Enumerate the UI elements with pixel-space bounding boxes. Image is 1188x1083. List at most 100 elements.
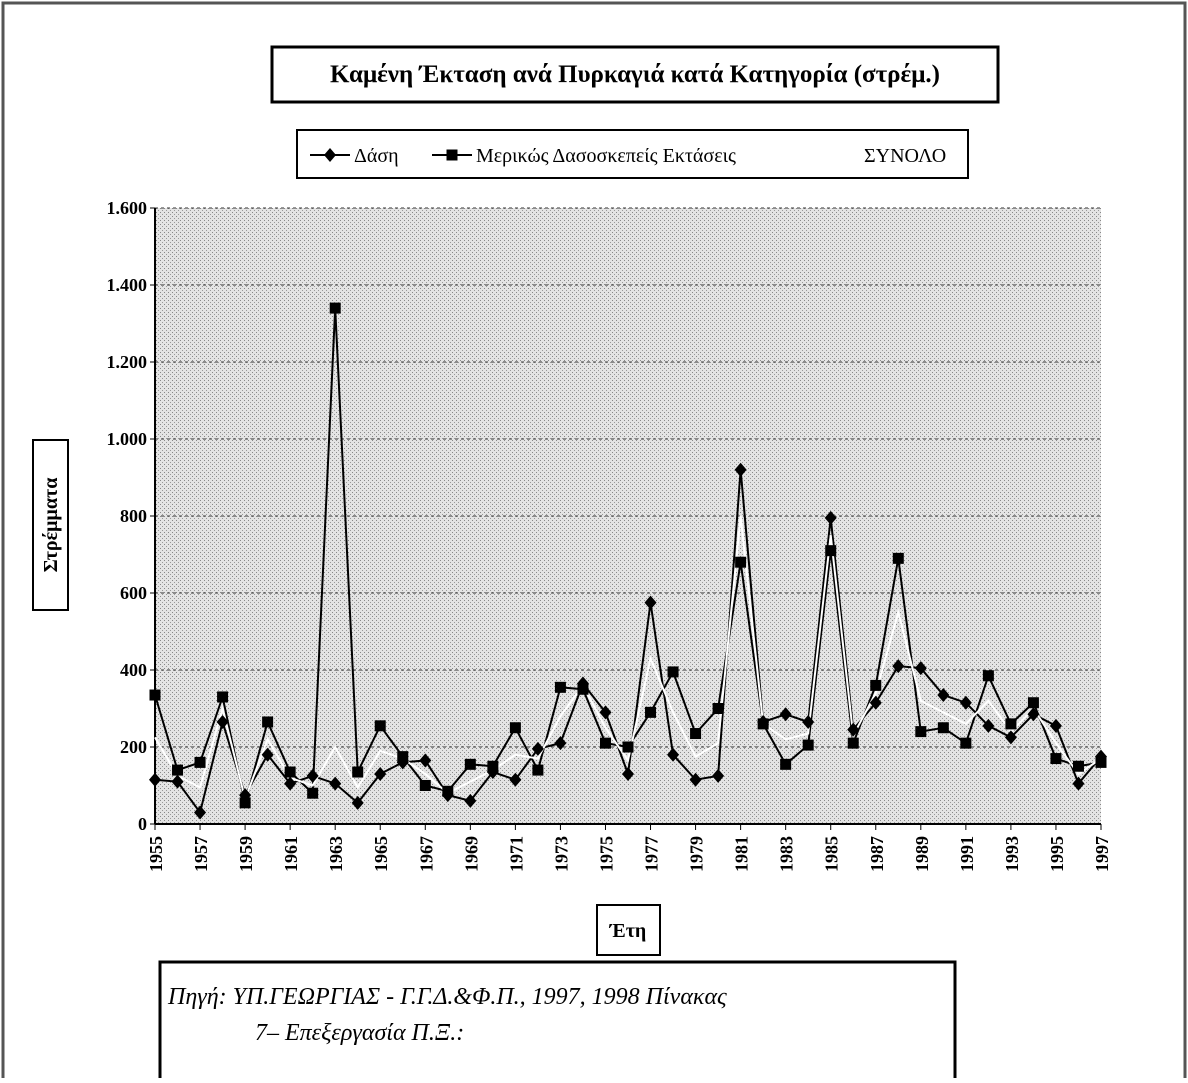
data-point (329, 776, 342, 791)
x-axis-label: Έτη (609, 920, 647, 942)
legend-marker (324, 148, 336, 162)
data-point (374, 720, 386, 732)
data-point (599, 705, 612, 720)
data-point (306, 768, 319, 783)
data-point (352, 766, 364, 778)
y-axis-label: Στρέμματα (40, 478, 62, 573)
data-point (1004, 730, 1017, 745)
data-point (667, 747, 680, 762)
x-tick-label: 1977 (642, 836, 662, 872)
data-point (171, 774, 184, 789)
data-point (824, 510, 837, 525)
data-point (914, 661, 927, 676)
data-point (554, 681, 566, 693)
x-tick-label: 1973 (551, 836, 571, 872)
data-point (779, 707, 792, 722)
x-tick-label: 1955 (146, 836, 166, 872)
data-point (780, 758, 792, 770)
data-point (1050, 753, 1062, 765)
data-point (712, 768, 725, 783)
data-point (261, 747, 274, 762)
data-point (825, 545, 837, 557)
data-point (577, 683, 589, 695)
data-point (1072, 760, 1084, 772)
x-tick-label: 1985 (822, 836, 842, 872)
data-point (622, 766, 634, 781)
data-point (419, 753, 432, 768)
data-point (554, 736, 567, 751)
x-tick-label: 1963 (326, 836, 346, 872)
data-point (667, 666, 679, 678)
data-point (644, 595, 657, 610)
data-point (870, 679, 882, 691)
data-point (802, 739, 814, 751)
data-point (689, 772, 702, 787)
data-point (284, 776, 297, 791)
data-point (194, 756, 206, 768)
x-tick-label: 1957 (191, 836, 211, 872)
chart-title: Καμένη Έκταση ανά Πυρκαγιά κατά Κατηγορί… (330, 61, 940, 88)
series-line (154, 515, 1102, 803)
data-point (892, 659, 905, 674)
data-point (937, 722, 949, 734)
source-line: Πηγή: ΥΠ.ΓΕΩΡΓΙΑΣ - Γ.Γ.Δ.&Φ.Π., 1997, 1… (167, 984, 727, 1010)
data-point (847, 722, 860, 737)
data-point (329, 302, 341, 314)
y-tick-label: 1.400 (107, 275, 148, 295)
x-tick-label: 1965 (371, 836, 391, 872)
data-point (284, 766, 296, 778)
y-tick-label: 0 (138, 814, 147, 834)
data-point (397, 751, 409, 763)
data-point (532, 764, 544, 776)
x-tick-label: 1969 (461, 836, 481, 872)
data-point (937, 688, 950, 703)
data-point (645, 706, 657, 718)
data-point (1027, 707, 1040, 722)
y-label-box (32, 439, 69, 611)
data-point (734, 462, 747, 477)
data-point (892, 552, 904, 564)
data-point (622, 741, 634, 753)
data-point (419, 780, 431, 791)
data-point (1072, 776, 1085, 791)
data-point (374, 766, 387, 781)
x-tick-label: 1959 (236, 836, 256, 872)
x-tick-label: 1995 (1047, 836, 1067, 872)
data-point (172, 764, 184, 776)
x-tick-label: 1983 (777, 836, 797, 872)
data-point (351, 795, 364, 810)
x-tick-label: 1991 (957, 836, 977, 872)
legend-label: Μερικώς Δασοσκεπείς Εκτάσεις (476, 145, 736, 167)
data-point (531, 741, 544, 756)
data-point (307, 787, 319, 799)
y-tick-label: 600 (120, 583, 147, 603)
data-point (464, 793, 477, 808)
data-point (217, 691, 229, 703)
data-point (982, 670, 994, 682)
data-point (239, 797, 251, 809)
x-tick-label: 1967 (416, 836, 436, 872)
data-point (982, 718, 995, 733)
data-point (959, 695, 972, 710)
y-tick-label: 400 (120, 660, 147, 680)
data-point (960, 737, 972, 749)
y-tick-label: 1.600 (107, 198, 148, 218)
data-point (262, 716, 274, 728)
data-point (757, 718, 769, 730)
x-tick-label: 1979 (687, 836, 707, 872)
y-tick-label: 800 (120, 506, 147, 526)
legend-label: Δάση (354, 145, 399, 167)
data-point (464, 758, 476, 770)
data-point (487, 760, 499, 772)
x-tick-label: 1989 (912, 836, 932, 872)
y-tick-label: 1.200 (107, 352, 148, 372)
data-point (1005, 718, 1017, 730)
data-point (847, 737, 859, 749)
data-point (915, 726, 927, 738)
x-tick-label: 1961 (281, 836, 301, 872)
data-point (509, 722, 521, 734)
x-tick-label: 1993 (1002, 836, 1022, 872)
data-point (1095, 756, 1107, 768)
